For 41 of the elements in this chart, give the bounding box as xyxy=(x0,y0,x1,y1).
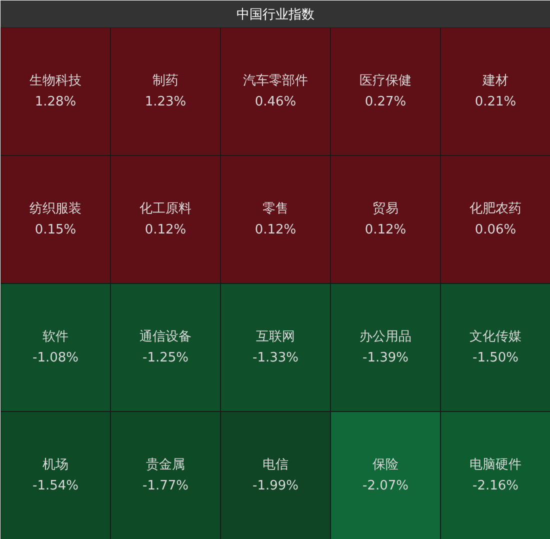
data-label: -1.54% xyxy=(32,478,79,494)
annotation: 互联网 xyxy=(256,330,295,344)
annotation: 零售 xyxy=(262,202,288,216)
annotation: 建材 xyxy=(482,74,508,88)
annotation: 办公用品 xyxy=(360,330,412,344)
annotation: 文化传媒 xyxy=(470,330,522,344)
data-label: 1.23% xyxy=(144,94,186,110)
data-label: 0.46% xyxy=(254,94,296,110)
data-label: 0.12% xyxy=(254,222,296,238)
data-label: -2.07% xyxy=(362,478,409,494)
annotation: 制药 xyxy=(152,74,178,88)
data-label: -1.33% xyxy=(252,350,299,366)
data-label: 0.12% xyxy=(364,222,406,238)
data-label: -1.39% xyxy=(362,350,409,366)
data-label: -1.99% xyxy=(252,478,299,494)
data-label: -1.08% xyxy=(32,350,79,366)
annotation: 纺织服装 xyxy=(30,202,82,216)
annotation: 贸易 xyxy=(372,202,398,216)
data-label: 0.06% xyxy=(474,222,516,238)
annotation: 机场 xyxy=(42,458,68,472)
data-label: -1.25% xyxy=(142,350,189,366)
text: 中国行业指数 xyxy=(236,8,314,22)
annotation: 电信 xyxy=(262,458,288,472)
data-label: 1.28% xyxy=(34,94,76,110)
annotation: 保险 xyxy=(372,458,398,472)
annotation: 汽车零部件 xyxy=(243,74,308,88)
annotation: 软件 xyxy=(42,330,68,344)
data-label: 0.27% xyxy=(364,94,406,110)
annotation: 贵金属 xyxy=(146,458,185,472)
annotation: 医疗保健 xyxy=(360,74,412,88)
annotation: 通信设备 xyxy=(140,330,192,344)
annotation: 生物科技 xyxy=(30,74,82,88)
annotation: 电脑硬件 xyxy=(470,458,522,472)
data-label: -1.77% xyxy=(142,478,189,494)
data-label: -2.16% xyxy=(472,478,519,494)
annotation: 化肥农药 xyxy=(470,202,522,216)
data-label: 0.12% xyxy=(144,222,186,238)
data-label: 0.21% xyxy=(474,94,516,110)
data-label: -1.50% xyxy=(472,350,519,366)
annotation: 化工原料 xyxy=(140,202,192,216)
data-label: 0.15% xyxy=(34,222,76,238)
